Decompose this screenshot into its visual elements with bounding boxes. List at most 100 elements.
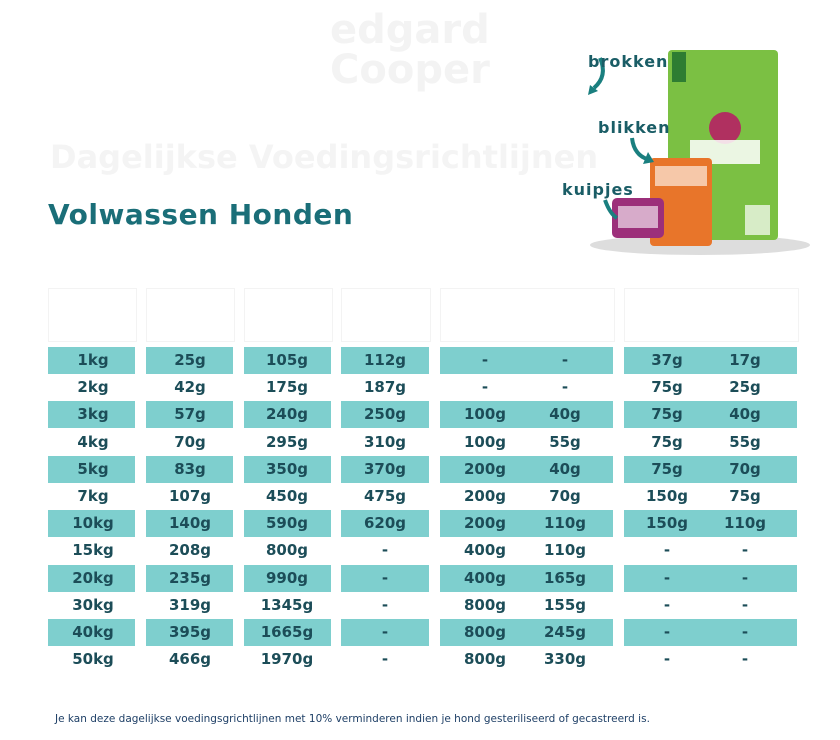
table-cell: 55g <box>729 432 761 451</box>
table-cell: 155g <box>543 595 587 614</box>
table-cell: 310g <box>363 432 407 451</box>
row-stripe <box>440 401 613 429</box>
row-stripe <box>48 347 135 374</box>
table-cell: 25g <box>174 351 206 369</box>
table-cell: 466g <box>168 650 212 669</box>
table-cell: 70g <box>549 487 581 505</box>
table-cell: 40g <box>549 405 581 424</box>
table-cell: - <box>741 623 749 641</box>
table-cell: - <box>663 650 671 669</box>
table-cell: 10kg <box>72 514 114 533</box>
row-stripe <box>48 401 135 429</box>
table-cell: 400g <box>463 541 507 560</box>
row-stripe <box>341 510 429 538</box>
table-cell: 50kg <box>72 650 114 669</box>
table-cell: 110g <box>543 514 587 533</box>
table-cell: - <box>663 541 671 560</box>
header-cell <box>440 288 615 342</box>
table-cell: 250g <box>363 405 407 424</box>
table-cell: 800g <box>265 541 309 560</box>
row-stripe <box>244 619 331 646</box>
row-stripe <box>624 564 797 592</box>
table-cell: 40g <box>729 405 761 424</box>
table-cell: 42g <box>174 378 206 397</box>
table-cell: 70g <box>729 459 761 478</box>
table-cell: 4kg <box>77 432 109 451</box>
table-cell: 150g <box>645 487 689 505</box>
row-stripe <box>244 564 331 592</box>
table-cell: 450g <box>265 487 309 505</box>
table-cell: 200g <box>463 514 507 533</box>
table-cell: 800g <box>463 650 507 669</box>
table-cell: 3kg <box>77 405 109 424</box>
table-cell: 75g <box>651 432 683 451</box>
table-cell: 30kg <box>72 595 114 614</box>
table-cell: - <box>741 568 749 587</box>
table-cell: 105g <box>265 351 309 369</box>
table-cell: 395g <box>168 623 212 641</box>
row-stripe <box>624 510 797 538</box>
row-stripe <box>244 401 331 429</box>
table-cell: - <box>663 595 671 614</box>
row-stripe <box>48 455 135 483</box>
logo: edgard Cooper <box>330 7 490 93</box>
product-label: brokken <box>588 52 669 71</box>
table-cell: 70g <box>174 432 206 451</box>
table-cell: 110g <box>543 541 587 560</box>
table-cell: 200g <box>463 487 507 505</box>
table-cell: - <box>381 595 389 614</box>
table-cell: 1kg <box>77 351 109 369</box>
table-cell: - <box>663 623 671 641</box>
row-stripe <box>624 347 797 374</box>
table-cell: 5kg <box>77 459 109 478</box>
table-cell: 240g <box>265 405 309 424</box>
header-cell <box>624 288 799 342</box>
table-cell: 100g <box>463 432 507 451</box>
table-cell: 620g <box>363 514 407 533</box>
row-stripe <box>244 510 331 538</box>
table-cell: 2kg <box>77 378 109 397</box>
table-cell: 1345g <box>260 595 314 614</box>
table-cell: 175g <box>265 378 309 397</box>
table-cell: 15kg <box>72 541 114 560</box>
table-cell: 319g <box>168 595 212 614</box>
table-cell: 187g <box>363 378 407 397</box>
table-cell: 370g <box>363 459 407 478</box>
row-stripe <box>341 619 429 646</box>
row-stripe <box>440 619 613 646</box>
table-cell: 350g <box>265 459 309 478</box>
row-stripe <box>624 401 797 429</box>
table-cell: 475g <box>363 487 407 505</box>
table-cell: 165g <box>543 568 587 587</box>
table-cell: 110g <box>723 514 767 533</box>
table-cell: - <box>561 351 569 369</box>
product-label: blikken <box>598 118 671 137</box>
table-cell: 75g <box>651 405 683 424</box>
section-title: Volwassen Honden <box>48 198 354 231</box>
row-stripe <box>244 347 331 374</box>
table-cell: 200g <box>463 459 507 478</box>
table-cell: 295g <box>265 432 309 451</box>
row-stripe <box>48 510 135 538</box>
table-cell: - <box>381 623 389 641</box>
table-cell: 83g <box>174 459 206 478</box>
table-cell: - <box>381 541 389 560</box>
row-stripe <box>146 347 233 374</box>
row-stripe <box>440 510 613 538</box>
product-label: kuipjes <box>562 180 634 199</box>
product-image <box>588 50 810 255</box>
row-stripe <box>440 564 613 592</box>
row-stripe <box>440 347 613 374</box>
row-stripe <box>146 510 233 538</box>
row-stripe <box>146 401 233 429</box>
table-cell: 75g <box>651 459 683 478</box>
row-stripe <box>341 564 429 592</box>
table-cell: - <box>481 378 489 397</box>
table-cell: 100g <box>463 405 507 424</box>
footnote: Je kan deze dagelijkse voedingsgrichtlij… <box>55 713 650 725</box>
table-cell: - <box>481 351 489 369</box>
table-cell: 75g <box>729 487 761 505</box>
table-cell: - <box>741 541 749 560</box>
row-stripe <box>341 401 429 429</box>
